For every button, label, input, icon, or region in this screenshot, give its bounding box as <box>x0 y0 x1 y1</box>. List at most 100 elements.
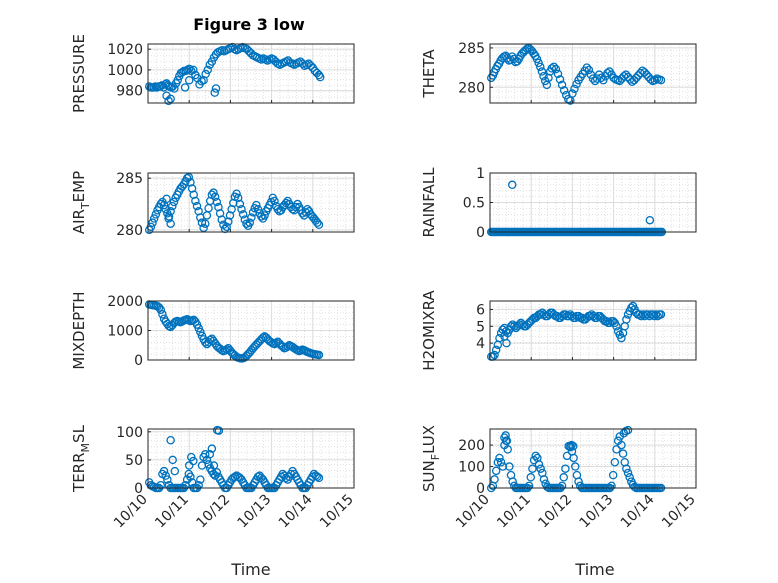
data-point <box>502 338 511 348</box>
data-point <box>161 204 170 214</box>
figure-title: Figure 3 low <box>193 15 305 34</box>
x-tick-label: 10/10 <box>111 492 151 532</box>
data-point <box>207 444 217 453</box>
data-point <box>588 74 598 83</box>
subplot-4: 0 0.5 1 RAINFALL <box>420 166 697 241</box>
data-point <box>170 466 180 476</box>
data-point <box>166 219 175 228</box>
y-tick-label: 285 <box>458 41 485 57</box>
y-tick-label: 1020 <box>107 42 143 58</box>
data-point <box>162 194 171 204</box>
data-point <box>184 172 194 182</box>
data-point <box>189 190 198 199</box>
data-point <box>192 201 202 211</box>
data-point <box>559 473 568 482</box>
data-point <box>618 449 628 458</box>
data-point <box>574 477 583 486</box>
data-point <box>225 211 235 220</box>
data-point <box>224 217 233 226</box>
data-point <box>189 65 198 75</box>
data-point <box>501 431 510 440</box>
y-tick-label: 280 <box>116 223 143 239</box>
data-point <box>168 455 177 465</box>
data-point <box>612 322 621 331</box>
data-point <box>607 481 616 491</box>
data-point <box>271 338 281 348</box>
data-point <box>612 445 621 454</box>
data-point <box>547 64 557 73</box>
y-axis-label-3: AIRTEMP <box>70 171 92 234</box>
data-point <box>146 222 156 232</box>
data-point <box>656 75 666 85</box>
data-point <box>551 64 561 74</box>
data-point <box>490 475 499 484</box>
data-point <box>491 345 501 355</box>
data-point <box>549 62 559 72</box>
data-point <box>168 201 177 211</box>
axes-box <box>147 172 355 233</box>
data-point <box>247 213 256 222</box>
data-point <box>656 310 666 319</box>
x-tick-label: 10/15 <box>659 492 699 532</box>
data-point <box>621 70 631 79</box>
axes-box <box>489 300 697 361</box>
data-point <box>314 473 324 483</box>
data-point <box>222 222 231 232</box>
y-axis-label-7: TERRMSL <box>70 424 92 493</box>
data-point <box>298 59 307 68</box>
data-point <box>252 200 261 210</box>
data-point <box>204 460 213 469</box>
y-tick-label: 2000 <box>107 294 143 310</box>
data-point <box>582 63 592 72</box>
y-tick-label: 6 <box>476 302 485 318</box>
data-point <box>570 84 579 94</box>
data-point <box>201 450 210 459</box>
data-point <box>184 64 194 74</box>
data-point <box>493 458 503 467</box>
axes-box <box>489 43 697 104</box>
data-point <box>183 65 192 75</box>
data-point <box>260 211 269 220</box>
data-point <box>505 462 514 471</box>
data-point <box>646 75 655 84</box>
y-tick-label: 100 <box>116 425 143 441</box>
data-point <box>169 197 179 207</box>
data-point <box>571 462 580 471</box>
data-point <box>212 468 222 477</box>
x-tick-label: 10/12 <box>193 492 233 532</box>
data-point <box>536 62 545 72</box>
data-point <box>603 68 612 78</box>
x-tick-label: 10/13 <box>235 492 275 532</box>
x-tick-label: 10/14 <box>618 491 658 531</box>
data-point <box>186 472 195 482</box>
y-tick-label: 0 <box>476 481 485 497</box>
data-point <box>503 445 512 454</box>
data-point <box>645 215 655 225</box>
y-tick-label: 0.5 <box>463 196 485 212</box>
y-axis-label-6: H2OMIXRA <box>420 290 438 371</box>
x-tick-label: 10/13 <box>577 492 617 532</box>
data-point <box>161 471 170 480</box>
data-point <box>156 305 166 315</box>
y-tick-label: 4 <box>476 336 485 352</box>
x-axis-label-right: Time <box>574 560 614 579</box>
y-tick-label: 1000 <box>107 324 143 340</box>
x-tick-label: 10/12 <box>535 492 575 532</box>
data-point <box>210 88 219 97</box>
data-point <box>557 481 567 491</box>
data-point <box>314 220 324 230</box>
data-point <box>625 75 635 84</box>
y-tick-label: 0 <box>134 481 143 497</box>
data-point <box>315 72 325 82</box>
data-point <box>165 82 174 91</box>
data-point <box>539 475 549 484</box>
y-tick-label: 1 <box>476 166 485 182</box>
data-point <box>238 210 248 219</box>
data-point <box>237 204 246 214</box>
data-point <box>651 310 661 319</box>
y-tick-label: 0 <box>476 225 485 241</box>
data-point <box>596 73 606 83</box>
data-point <box>196 327 205 337</box>
axes-box <box>489 172 697 233</box>
